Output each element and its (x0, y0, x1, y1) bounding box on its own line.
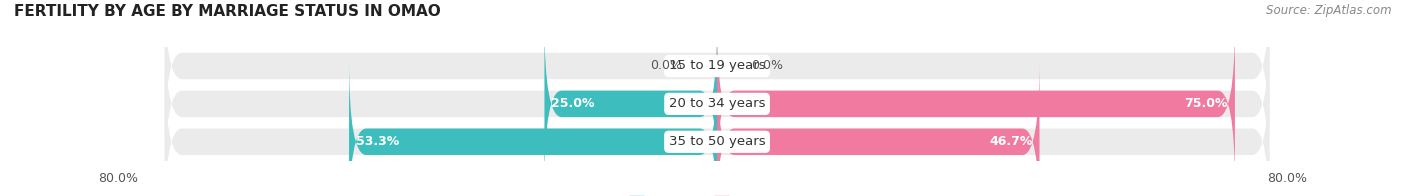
FancyBboxPatch shape (544, 22, 717, 185)
Text: 80.0%: 80.0% (98, 172, 138, 185)
Text: 25.0%: 25.0% (551, 97, 595, 110)
FancyBboxPatch shape (165, 0, 1270, 147)
Text: Source: ZipAtlas.com: Source: ZipAtlas.com (1267, 4, 1392, 17)
Text: 80.0%: 80.0% (1268, 172, 1308, 185)
Text: 75.0%: 75.0% (1184, 97, 1227, 110)
FancyBboxPatch shape (717, 22, 1234, 185)
Legend: Married, Unmarried: Married, Unmarried (624, 191, 810, 196)
FancyBboxPatch shape (165, 22, 1270, 185)
FancyBboxPatch shape (349, 60, 717, 196)
Text: 15 to 19 years: 15 to 19 years (669, 60, 765, 73)
Text: 0.0%: 0.0% (651, 60, 682, 73)
FancyBboxPatch shape (717, 60, 1039, 196)
Text: 46.7%: 46.7% (990, 135, 1032, 148)
Text: 0.0%: 0.0% (752, 60, 783, 73)
Text: 35 to 50 years: 35 to 50 years (669, 135, 765, 148)
Text: 53.3%: 53.3% (356, 135, 399, 148)
Text: FERTILITY BY AGE BY MARRIAGE STATUS IN OMAO: FERTILITY BY AGE BY MARRIAGE STATUS IN O… (14, 4, 441, 19)
FancyBboxPatch shape (165, 60, 1270, 196)
Text: 20 to 34 years: 20 to 34 years (669, 97, 765, 110)
